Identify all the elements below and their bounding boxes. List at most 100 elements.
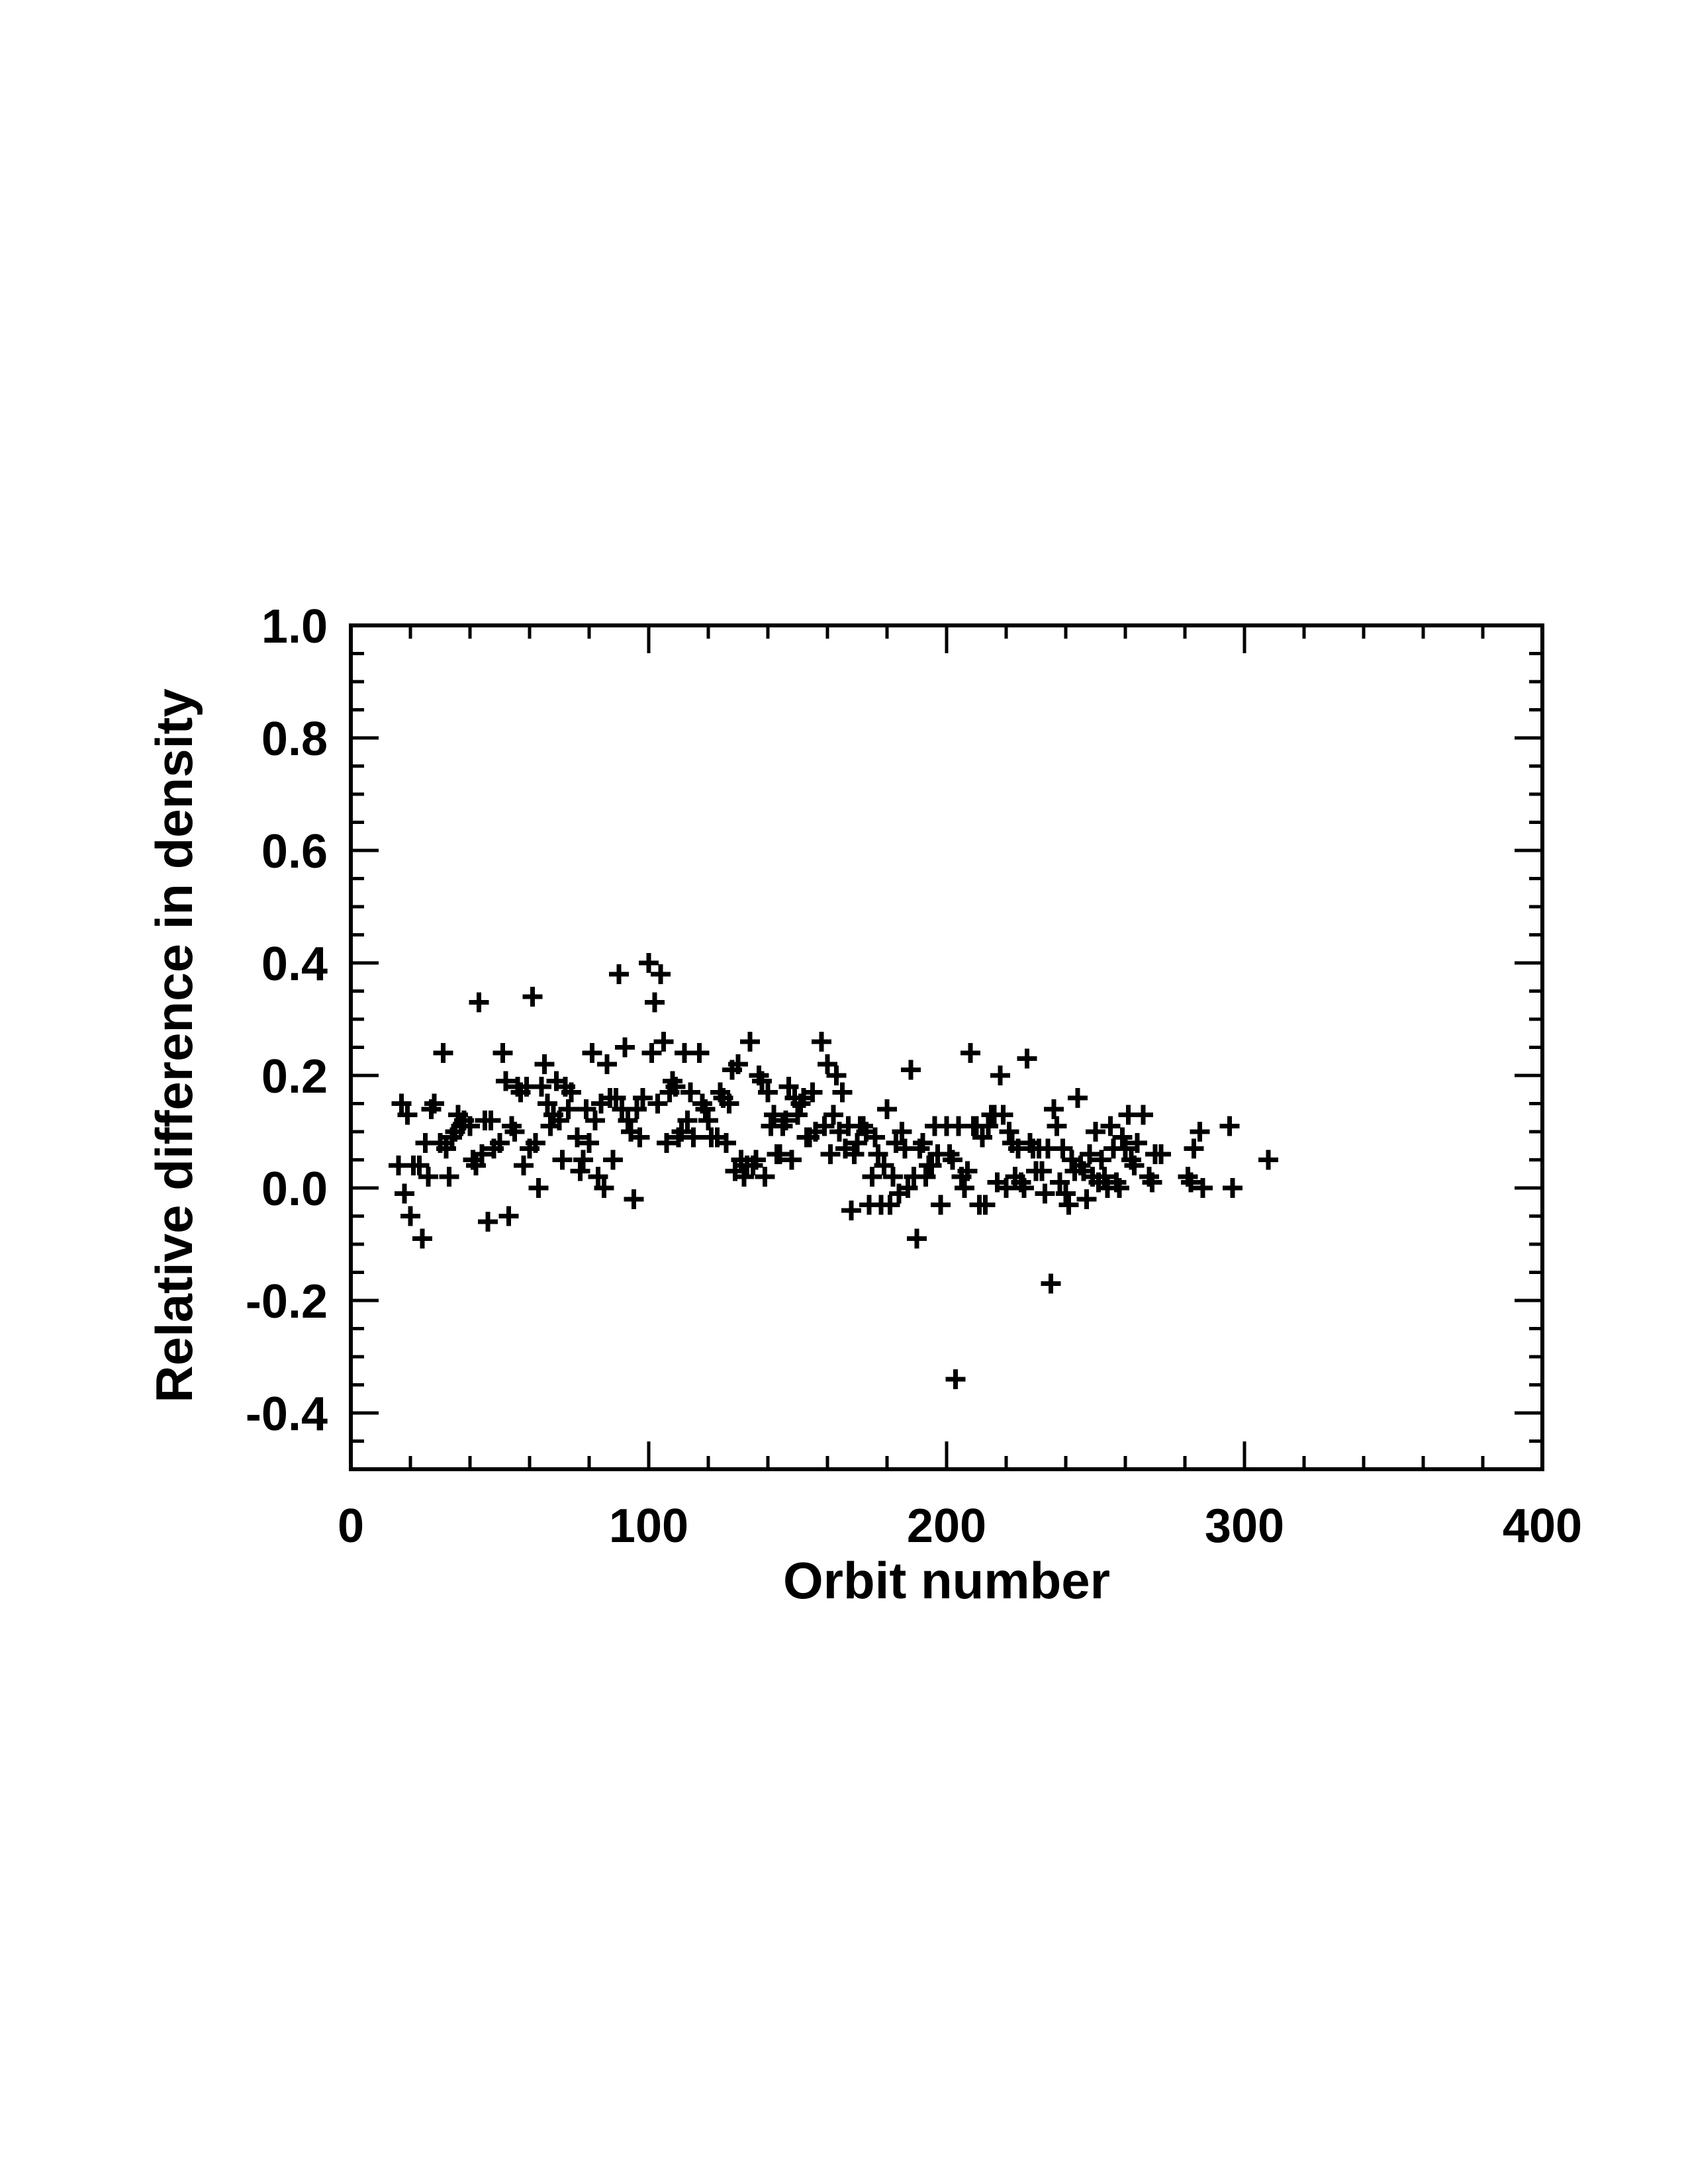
data-point [552, 1150, 573, 1170]
data-point [665, 1077, 686, 1097]
data-point [844, 1144, 865, 1164]
data-point [567, 1127, 587, 1148]
data-point [1219, 1116, 1240, 1136]
y-tick-label: 0.4 [261, 938, 328, 991]
data-point [1044, 1099, 1064, 1119]
data-point [698, 1111, 718, 1130]
data-point [538, 1093, 557, 1114]
data-point [504, 1122, 525, 1142]
data-point [999, 1122, 1019, 1142]
data-point [746, 1150, 766, 1170]
x-tick-label: 100 [609, 1500, 688, 1553]
data-point [990, 1066, 1010, 1085]
data-point [1190, 1122, 1210, 1142]
data-point [418, 1167, 438, 1187]
data-point [597, 1054, 617, 1074]
data-point [615, 1037, 635, 1058]
y-tick-label: 0.8 [261, 713, 328, 766]
data-point [618, 1111, 638, 1130]
data-point [901, 1060, 921, 1080]
data-point [490, 1133, 510, 1153]
data-point [961, 1043, 980, 1063]
data-point [898, 1178, 918, 1198]
data-point [478, 1212, 498, 1232]
data-point [1109, 1178, 1129, 1198]
data-point [1056, 1183, 1076, 1204]
data-point [776, 1111, 796, 1130]
data-point [778, 1077, 799, 1097]
data-point [1092, 1150, 1111, 1170]
data-point [814, 1116, 835, 1136]
data-point [588, 1167, 608, 1187]
data-point [945, 1369, 966, 1389]
data-point [868, 1144, 888, 1164]
data-point [957, 1161, 978, 1181]
y-tick-labels: -0.4 -0.2 0.0 0.2 0.4 0.6 0.8 1.0 [246, 600, 328, 1441]
data-point [534, 1054, 555, 1074]
data-point [907, 1228, 927, 1249]
data-point [469, 992, 489, 1013]
data-point [913, 1133, 933, 1153]
data-point [993, 1105, 1013, 1125]
data-point [439, 1167, 459, 1187]
data-point [1112, 1127, 1133, 1148]
data-point [1151, 1144, 1171, 1164]
y-tick-label: 1.0 [261, 600, 328, 653]
data-point [818, 1054, 837, 1074]
data-point [657, 1133, 677, 1153]
data-point [606, 1088, 626, 1108]
x-tick-label: 200 [907, 1500, 986, 1553]
data-point [719, 1093, 739, 1114]
data-point [481, 1111, 501, 1130]
data-point [832, 1082, 853, 1103]
data-point [1115, 1138, 1135, 1159]
data-point [641, 1043, 662, 1063]
data-point [972, 1127, 992, 1148]
data-point [412, 1228, 432, 1249]
data-point [526, 1133, 545, 1153]
data-point [728, 1054, 748, 1074]
y-tick-label: 0.0 [261, 1163, 328, 1216]
data-point [1124, 1156, 1145, 1175]
data-point [1032, 1161, 1052, 1181]
data-point [755, 1167, 775, 1187]
data-point [1133, 1105, 1153, 1125]
x-axis-title: Orbit number [783, 1551, 1110, 1610]
data-point [585, 1111, 605, 1130]
data-point [1100, 1116, 1121, 1136]
x-tick-label: 300 [1205, 1500, 1284, 1553]
data-point [1193, 1178, 1213, 1198]
data-point [395, 1183, 414, 1204]
data-point [1094, 1167, 1115, 1187]
data-point [892, 1122, 912, 1142]
data-point [496, 1071, 516, 1091]
y-axis-title: Relative difference in density [145, 688, 203, 1402]
data-point [1258, 1150, 1278, 1170]
data-point [573, 1150, 593, 1170]
data-point [695, 1099, 716, 1119]
data-point [579, 1133, 599, 1153]
data-point [740, 1032, 760, 1052]
y-tick-label: -0.4 [246, 1388, 328, 1441]
data-point [647, 1093, 668, 1114]
data-point [770, 1144, 790, 1164]
data-point [466, 1156, 486, 1175]
data-point [877, 1099, 897, 1119]
y-tick-label: 0.6 [261, 825, 328, 878]
data-point [653, 1032, 674, 1052]
data-point [689, 1043, 710, 1063]
data-point [752, 1071, 772, 1091]
data-point [603, 1150, 623, 1170]
data-point [570, 1161, 590, 1181]
data-point [671, 1122, 692, 1142]
data-points [389, 953, 1278, 1389]
data-point [609, 964, 629, 984]
data-point [1041, 1273, 1061, 1294]
data-point [424, 1093, 444, 1114]
data-point [1127, 1133, 1147, 1153]
x-tick-label: 0 [338, 1500, 364, 1553]
data-point [549, 1111, 569, 1130]
data-point [782, 1150, 802, 1170]
y-tick-label: 0.2 [261, 1050, 328, 1103]
